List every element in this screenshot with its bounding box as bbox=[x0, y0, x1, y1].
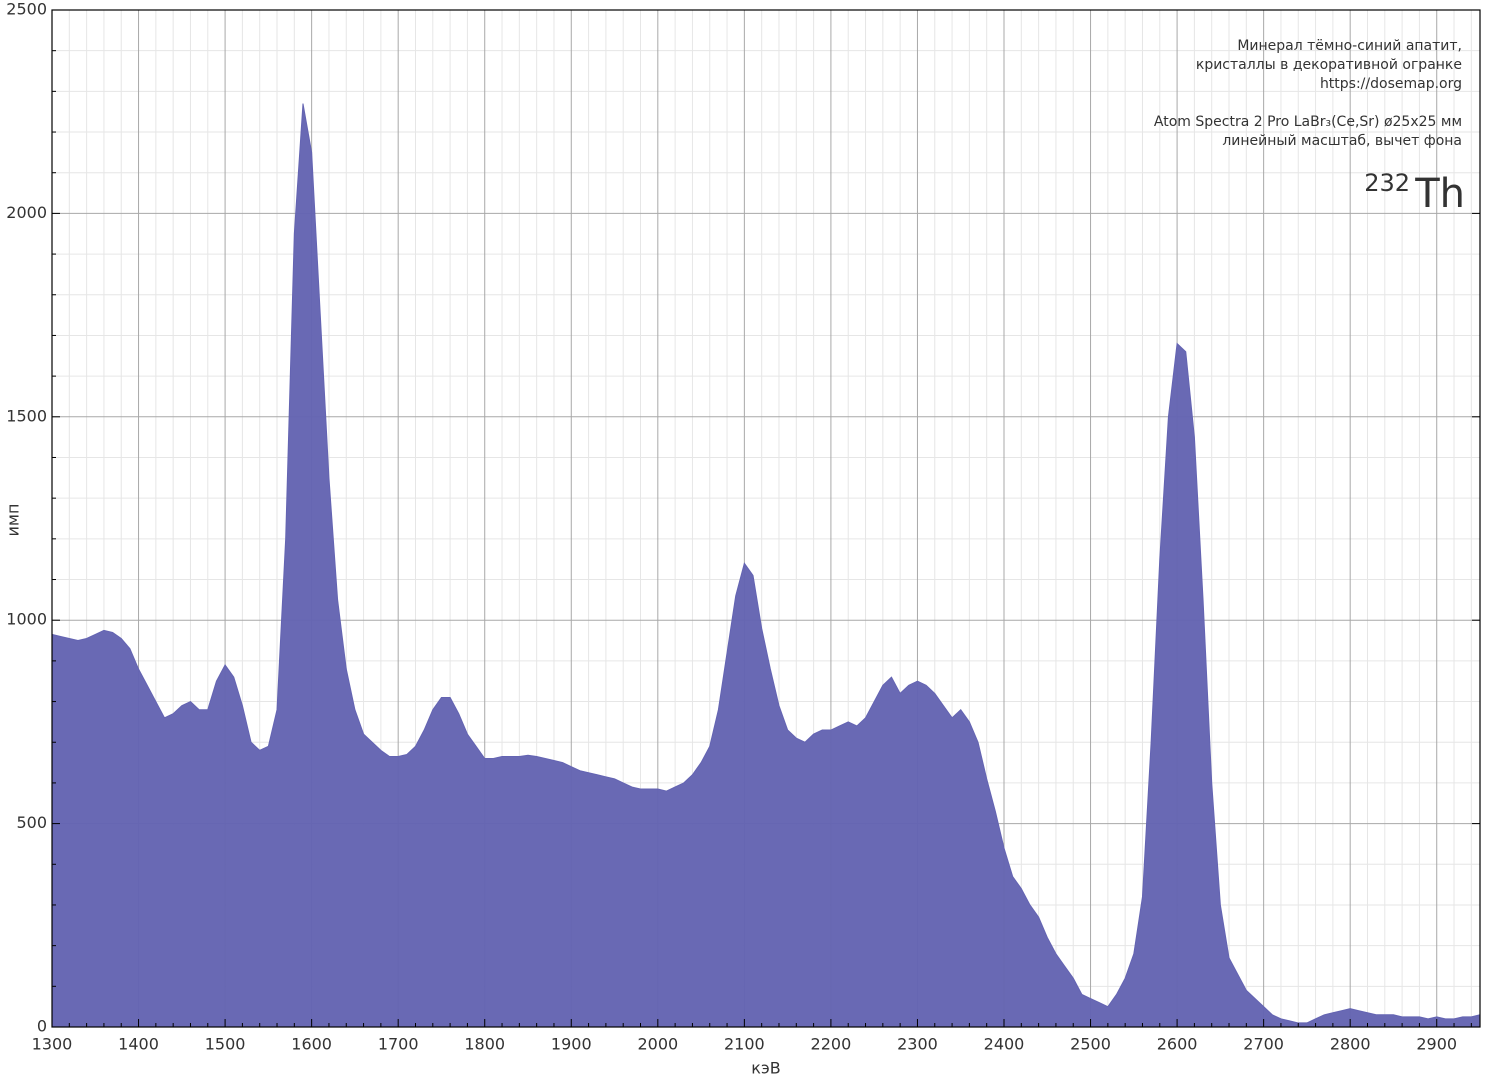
x-tick-label: 2200 bbox=[811, 1035, 852, 1054]
x-tick-label: 1900 bbox=[551, 1035, 592, 1054]
x-tick-label: 1600 bbox=[291, 1035, 332, 1054]
x-tick-label: 1800 bbox=[464, 1035, 505, 1054]
x-tick-label: 2400 bbox=[984, 1035, 1025, 1054]
x-tick-label: 2500 bbox=[1070, 1035, 1111, 1054]
spectrum-area bbox=[51, 103, 1481, 1028]
x-tick-label: 2900 bbox=[1416, 1035, 1457, 1054]
annotation-line: Atom Spectra 2 Pro LaBr₃(Ce,Sr) ø25x25 м… bbox=[1154, 114, 1462, 130]
annotation-line: Минерал тёмно-синий апатит, bbox=[1237, 38, 1462, 54]
isotope-mass: 232 bbox=[1364, 169, 1410, 197]
y-tick-label: 2500 bbox=[6, 0, 47, 19]
y-tick-label: 2000 bbox=[6, 203, 47, 222]
y-tick-label: 0 bbox=[37, 1017, 47, 1036]
annotation-line: линейный масштаб, вычет фона bbox=[1222, 133, 1462, 149]
x-tick-label: 2600 bbox=[1157, 1035, 1198, 1054]
x-tick-label: 1500 bbox=[205, 1035, 246, 1054]
x-tick-label: 2100 bbox=[724, 1035, 765, 1054]
x-tick-label: 1400 bbox=[118, 1035, 159, 1054]
isotope-symbol: Th bbox=[1414, 171, 1465, 217]
x-tick-label: 2700 bbox=[1243, 1035, 1284, 1054]
x-axis-title: кэВ bbox=[751, 1059, 780, 1078]
y-tick-label: 1000 bbox=[6, 610, 47, 629]
x-tick-label: 2300 bbox=[897, 1035, 938, 1054]
x-tick-label: 2000 bbox=[637, 1035, 678, 1054]
x-tick-label: 1300 bbox=[32, 1035, 73, 1054]
x-tick-label: 2800 bbox=[1330, 1035, 1371, 1054]
annotation-line: кристаллы в декоративной огранке bbox=[1196, 57, 1462, 73]
annotation-line: https://dosemap.org bbox=[1320, 76, 1462, 92]
y-tick-label: 500 bbox=[16, 813, 47, 832]
y-axis-title: имп bbox=[4, 504, 23, 537]
y-tick-label: 1500 bbox=[6, 406, 47, 425]
plot-frame bbox=[51, 9, 1481, 1028]
x-tick-label: 1700 bbox=[378, 1035, 419, 1054]
